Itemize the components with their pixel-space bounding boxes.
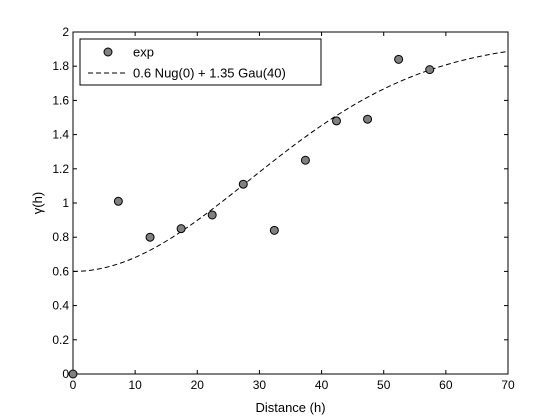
data-point-4: [207, 210, 217, 220]
data-point-0: [68, 369, 78, 379]
x-axis-label: Distance (h): [255, 400, 325, 415]
model-curve-layer: [72, 50, 509, 272]
data-point-5: [238, 179, 248, 189]
data-point-7: [300, 155, 310, 165]
plot-area: [72, 31, 509, 375]
data-point-11: [425, 65, 435, 75]
x-tick-label-2: 20: [191, 378, 205, 392]
y-tick-label-6: 1.2: [52, 162, 69, 176]
data-point-3: [176, 224, 186, 234]
data-points-layer: [68, 54, 435, 379]
x-tick-label-7: 70: [501, 378, 515, 392]
legend-label-exp: exp: [133, 45, 154, 60]
y-tick-label-10: 2: [62, 25, 69, 39]
x-tick-label-5: 50: [377, 378, 391, 392]
y-tick-label-8: 1.6: [52, 93, 69, 107]
x-tick-label-3: 30: [253, 378, 267, 392]
data-point-2: [145, 232, 155, 242]
x-tick-label-0: 0: [70, 378, 77, 392]
y-tick-label-7: 1.4: [52, 128, 69, 142]
y-tick-label-5: 1: [62, 196, 69, 210]
data-point-10: [394, 54, 404, 64]
data-point-8: [331, 116, 341, 126]
y-tick-label-9: 1.8: [52, 59, 69, 73]
x-tick-label-6: 60: [439, 378, 453, 392]
y-tick-label-4: 0.8: [52, 230, 69, 244]
y-tick-label-3: 0.6: [52, 264, 69, 278]
data-point-6: [269, 225, 279, 235]
data-point-1: [113, 196, 123, 206]
legend: exp 0.6 Nug(0) + 1.35 Gau(40): [79, 38, 322, 86]
x-tick-label-1: 10: [128, 378, 142, 392]
legend-box: [79, 38, 322, 86]
y-axis-label: γ(h): [30, 192, 45, 214]
legend-marker-exp: [103, 47, 113, 57]
legend-label-model: 0.6 Nug(0) + 1.35 Gau(40): [133, 66, 286, 81]
y-tick-label-1: 0.2: [52, 333, 69, 347]
y-tick-label-2: 0.4: [52, 299, 69, 313]
x-tick-label-4: 40: [315, 378, 329, 392]
data-point-9: [363, 114, 373, 124]
model-curve: [72, 50, 509, 272]
y-tick-label-0: 0: [62, 367, 69, 381]
axis-tick-labels: 0 10 20 30 40 50 60 70 0 0.2 0.4 0.6 0.8 1 1.2 1.4 1.6 1.…: [52, 25, 515, 392]
